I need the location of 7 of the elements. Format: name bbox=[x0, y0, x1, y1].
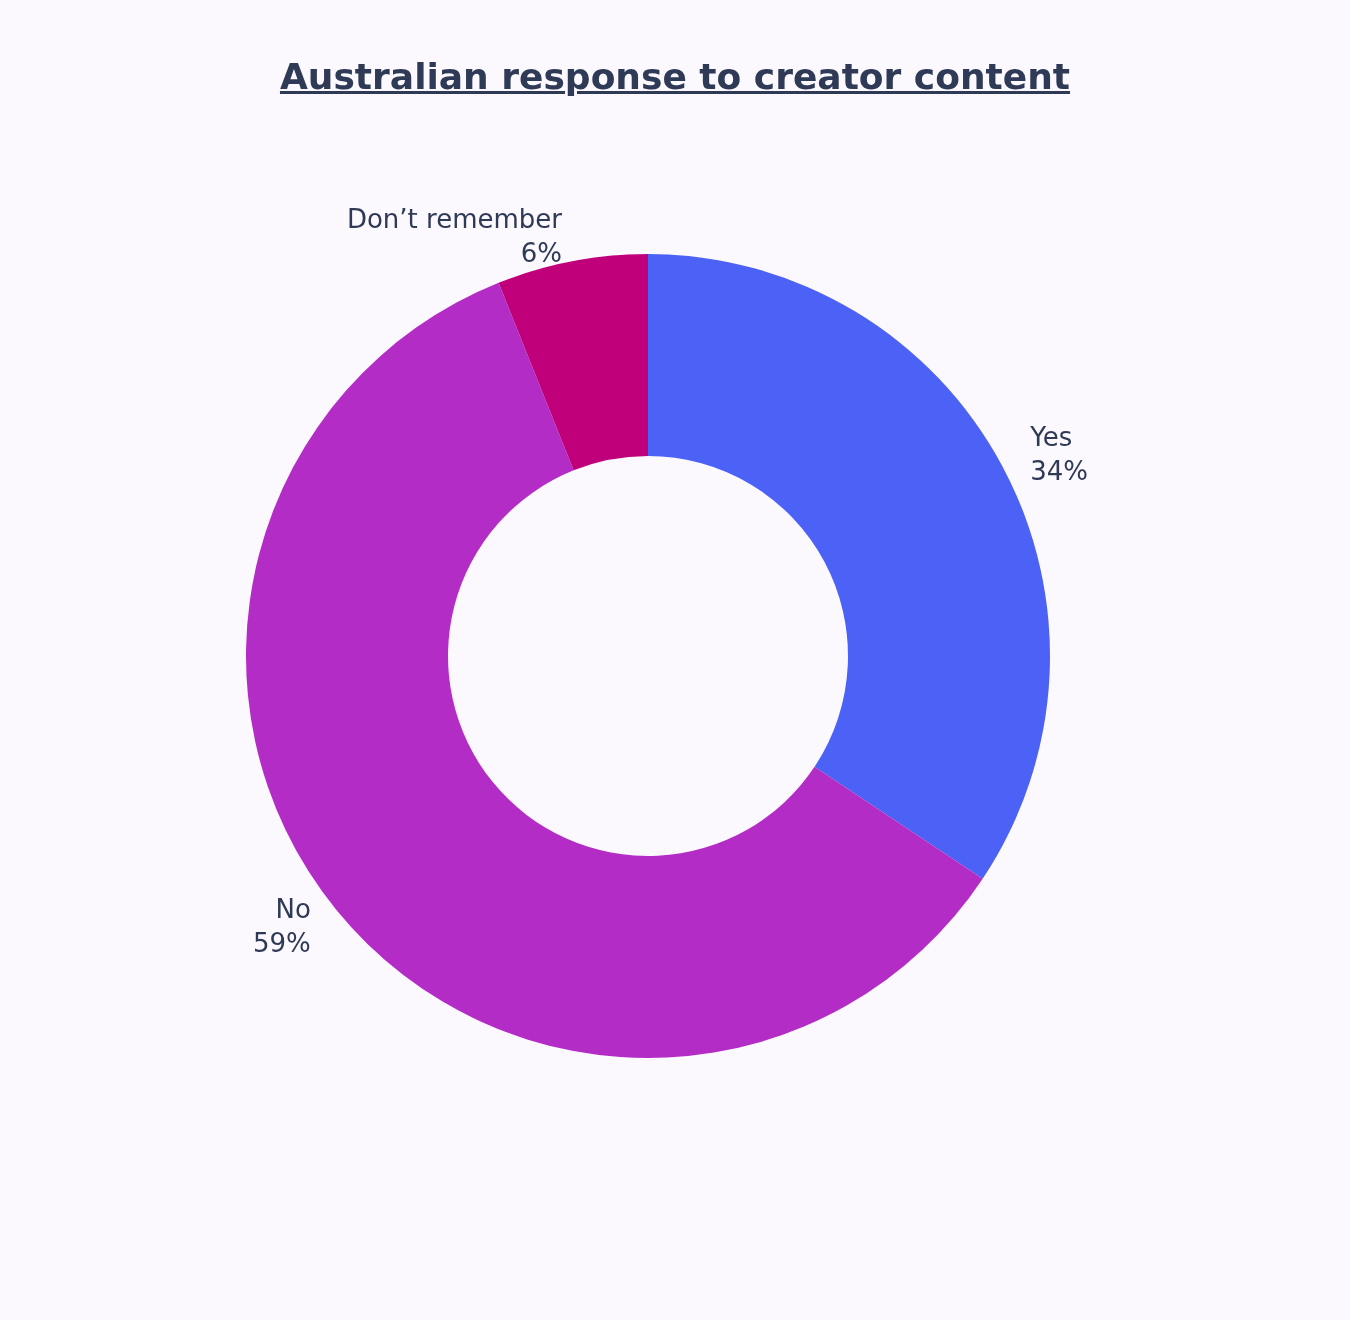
slice-label: Yes bbox=[1029, 421, 1073, 452]
data-label: 34% bbox=[1030, 455, 1089, 486]
slice-label: Don’t remember bbox=[346, 203, 563, 234]
data-label: 6% bbox=[520, 237, 562, 268]
chart-title: Australian response to creator content bbox=[278, 56, 1072, 97]
data-label: 59% bbox=[253, 927, 311, 958]
slice-label: No bbox=[275, 893, 311, 924]
